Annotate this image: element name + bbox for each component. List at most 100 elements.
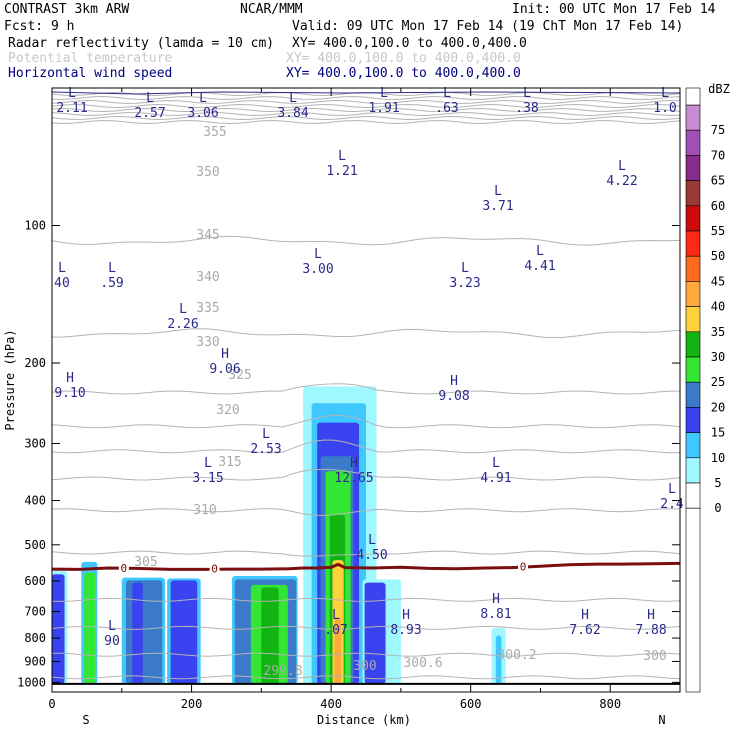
y-tick-label: 400: [24, 494, 46, 508]
header-valid: Valid: 09 UTC Mon 17 Feb 14 (19 ChT Mon …: [292, 19, 683, 34]
field2-name: Potential temperature: [8, 51, 173, 66]
colorbar-label: 40: [711, 300, 725, 314]
wind-extremum-value: 1.91: [368, 101, 399, 116]
isentrope-line: [51, 119, 681, 125]
wind-extremum-marker: H: [647, 608, 655, 623]
colorbar-label: 35: [711, 325, 725, 339]
wind-extremum-value: 4.22: [606, 174, 637, 189]
reflectivity-column: [132, 582, 143, 684]
y-tick-label: 500: [24, 538, 46, 552]
freezing-label-bg: [518, 560, 528, 571]
wind-extremum-marker: L: [536, 244, 544, 259]
isentrope-line: [51, 103, 681, 109]
isentrope-label: 320: [216, 403, 239, 418]
colorbar-label: 20: [711, 400, 725, 414]
wind-extremum-marker: L: [108, 261, 116, 276]
wind-extremum-value: 3.06: [187, 106, 218, 121]
header-init: Init: 00 UTC Mon 17 Feb 14: [512, 2, 716, 17]
isentrope-label: 355: [203, 125, 226, 140]
wind-extremum-marker: L: [461, 261, 469, 276]
x-axis-label: Distance (km): [317, 713, 411, 727]
wind-extremum-value: 2.53: [250, 442, 281, 457]
field1-name: Radar reflectivity (lamda = 10 cm): [8, 36, 274, 51]
isentrope-label: 310: [193, 503, 216, 518]
wind-extremum-value: 8.81: [480, 607, 511, 622]
header-org: NCAR/MMM: [240, 2, 303, 17]
reflectivity-column: [364, 582, 386, 684]
isentrope-line: [51, 550, 681, 557]
wind-extremum-value: 4.41: [524, 259, 555, 274]
wind-extremum-value: 3.84: [277, 106, 308, 121]
wind-extremum-value: 90: [104, 634, 120, 649]
colorbar-label: 70: [711, 148, 725, 162]
wind-extremum-value: 3.23: [449, 276, 480, 291]
colorbar-swatch: [685, 205, 701, 232]
wind-extremum-marker: L: [199, 91, 207, 106]
wind-extremum-value: 2.11: [56, 101, 87, 116]
wind-extremum-marker: L: [58, 261, 66, 276]
freezing-level-line: [51, 561, 681, 571]
isentrope-line: [51, 383, 681, 395]
isentrope-line: [51, 468, 681, 481]
reflectivity-column: [170, 580, 198, 684]
colorbar-label: 50: [711, 249, 725, 263]
wind-extremum-value: 9.06: [209, 362, 240, 377]
colorbar-swatch: [685, 407, 701, 433]
colorbar-swatch: [685, 255, 701, 282]
reflectivity-column: [495, 635, 502, 684]
colorbar-label: 10: [711, 451, 725, 465]
isentrope-line: [51, 112, 681, 117]
freezing-level-label: 0: [211, 562, 218, 575]
x-tick-label: 400: [320, 697, 342, 711]
isentrope-label: 330: [196, 335, 219, 350]
wind-extremum-value: .07: [324, 623, 347, 638]
wind-extremum-value: 9.10: [54, 386, 85, 401]
isentrope-line: [51, 508, 681, 517]
isentrope-line: [51, 414, 681, 429]
header-forecast: Fcst: 9 h: [4, 19, 74, 34]
isentrope-label: 340: [196, 270, 219, 285]
plot-frame: [51, 87, 681, 693]
colorbar: 0 5 10 15 20 25 30 35 40 45 50 55 60 65 70 75 dBZ: [685, 82, 730, 693]
wind-extremum-value: 2.26: [167, 317, 198, 332]
colorbar-label: 45: [711, 274, 725, 288]
isentrope-line: [51, 107, 681, 113]
isentrope-line: [52, 652, 681, 657]
header-model: CONTRAST 3km ARW: [4, 2, 129, 17]
wind-extremum-marker: L: [108, 619, 116, 634]
wind-extremum-marker: H: [402, 608, 410, 623]
wind-extremum-marker: L: [668, 482, 676, 497]
wind-extremum-marker: L: [618, 159, 626, 174]
colorbar-swatch: [685, 432, 701, 459]
isentrope-label: 345: [196, 228, 219, 243]
isentrope-line: [51, 625, 681, 630]
isentrope-label: 300.2: [497, 648, 536, 663]
y-tick-label: 300: [24, 436, 46, 450]
wind-extremum-marker: L: [289, 91, 297, 106]
wind-extremum-value: 12.65: [334, 471, 373, 486]
colorbar-top-swatch: [685, 87, 701, 106]
reflectivity-column: [52, 574, 65, 684]
colorbar-label: 65: [711, 174, 725, 188]
isentrope-label: 325: [228, 368, 251, 383]
x-tick-label: 600: [460, 697, 482, 711]
wind-extremum-marker: L: [68, 86, 76, 101]
endpoint-right-label: N: [658, 713, 665, 727]
wind-extremum-marker: L: [338, 149, 346, 164]
field2-xy: XY= 400.0,100.0 to 400.0,400.0: [286, 51, 521, 66]
wind-extremum-value: .59: [100, 276, 123, 291]
wind-extremum-value: 9.08: [438, 389, 469, 404]
wind-extremum-value: 7.88: [635, 623, 666, 638]
wind-extremum-value: 4.91: [480, 471, 511, 486]
wind-extremum-marker: L: [380, 86, 388, 101]
colorbar-label: 5: [714, 476, 721, 490]
isentrope-line: [51, 675, 681, 680]
wind-contour: [51, 91, 681, 95]
wind-extremum-value: 3.00: [302, 262, 333, 277]
isentrope-label: 300.6: [403, 656, 442, 671]
colorbar-unit: dBZ: [708, 82, 730, 96]
reflectivity-column: [261, 587, 279, 684]
colorbar-bottom-swatch: [685, 507, 701, 693]
